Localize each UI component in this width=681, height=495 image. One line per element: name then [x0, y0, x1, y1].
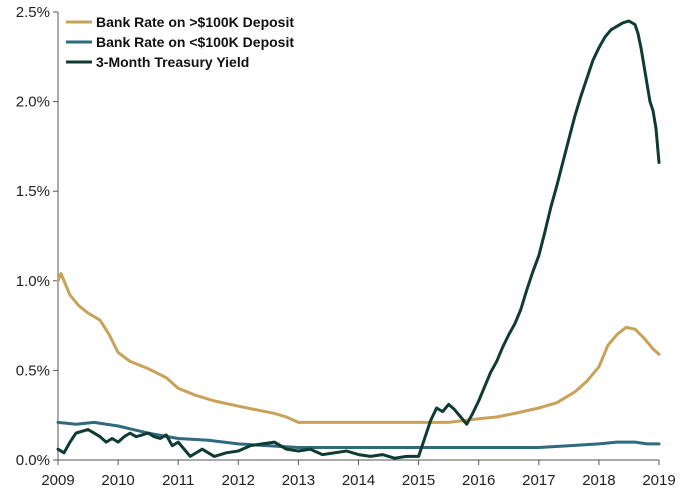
x-axis-ticks: 2009 2010 2011 2012 2013 2014 2015 2016 2017 2018… [41, 460, 676, 489]
y-axis-ticks: 0.0% 0.5% 1.0% 1.5% 2.0% 2.5% [16, 4, 58, 469]
series-line-1 [56, 272, 661, 424]
x-tick-label: 2012 [222, 472, 255, 489]
x-tick-label: 2009 [41, 472, 74, 489]
legend-item: 3-Month Treasury Yield [66, 54, 249, 70]
y-tick-label: 1.5% [16, 183, 50, 200]
series-layer [56, 19, 661, 460]
legend-label: Bank Rate on <$100K Deposit [96, 34, 294, 50]
y-tick-label: 0.5% [16, 362, 50, 379]
x-tick-label: 2010 [101, 472, 134, 489]
legend: Bank Rate on >$100K Deposit Bank Rate on … [66, 14, 294, 70]
legend-item: Bank Rate on <$100K Deposit [66, 34, 294, 50]
series-line-2 [56, 420, 661, 449]
y-tick-label: 1.0% [16, 273, 50, 290]
plot-area: 0.0% 0.5% 1.0% 1.5% 2.0% 2.5% 2009 2010 2011 201… [16, 4, 676, 489]
legend-label: 3-Month Treasury Yield [96, 54, 249, 70]
legend-item: Bank Rate on >$100K Deposit [66, 14, 294, 30]
series-line-3 [56, 19, 661, 460]
x-tick-label: 2019 [642, 472, 675, 489]
y-tick-label: 2.5% [16, 4, 50, 21]
x-tick-label: 2013 [282, 472, 315, 489]
x-tick-label: 2017 [522, 472, 555, 489]
x-tick-label: 2018 [582, 472, 615, 489]
x-tick-label: 2015 [402, 472, 435, 489]
legend-label: Bank Rate on >$100K Deposit [96, 14, 294, 30]
x-tick-label: 2016 [462, 472, 495, 489]
y-tick-label: 0.0% [16, 452, 50, 469]
y-tick-label: 2.0% [16, 94, 50, 111]
x-tick-label: 2011 [162, 472, 194, 489]
x-tick-label: 2014 [342, 472, 375, 489]
